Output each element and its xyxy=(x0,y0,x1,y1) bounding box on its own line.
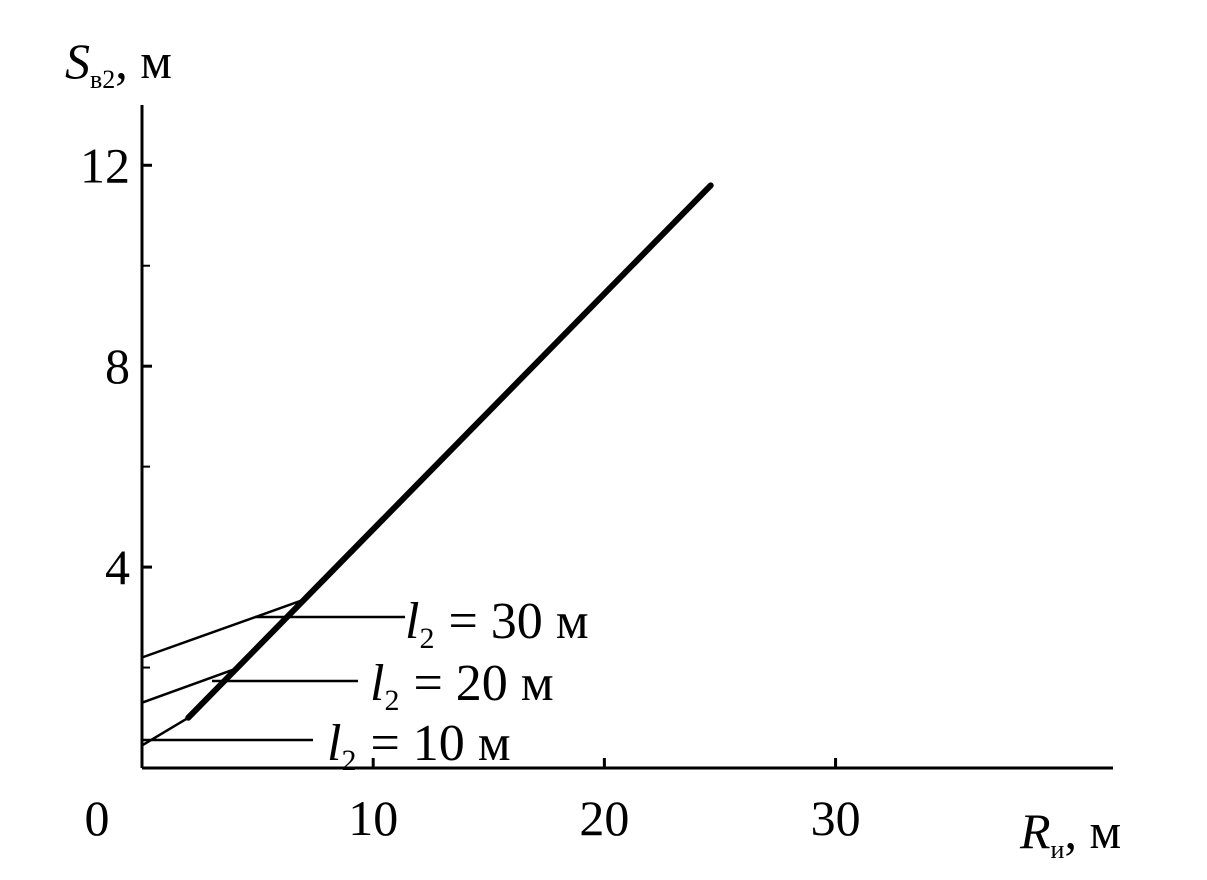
data-line xyxy=(140,716,190,747)
axis-subscript: и xyxy=(1051,835,1065,864)
axis-symbol: R xyxy=(1019,803,1051,859)
data-line xyxy=(140,666,241,704)
annotation: l2 = 20 м xyxy=(370,655,554,717)
y-tick-label: 8 xyxy=(105,338,130,394)
data-line xyxy=(140,598,306,659)
annotation-text: = 30 м xyxy=(448,593,588,650)
x-tick-label: 20 xyxy=(579,790,629,846)
y-tick-label: 12 xyxy=(80,137,130,193)
axis-subscript: в2 xyxy=(90,65,115,94)
annotation-subscript: 2 xyxy=(384,684,399,717)
annotation-subscript: 2 xyxy=(341,744,356,777)
axis-unit: , м xyxy=(1064,803,1121,859)
annotation-subscript: 2 xyxy=(419,622,434,655)
data-line xyxy=(185,182,714,721)
x-tick-label: 0 xyxy=(85,790,110,846)
annotation: l2 = 10 м xyxy=(327,715,511,777)
axis-unit: , м xyxy=(115,33,172,89)
x-axis-label: Rи, м xyxy=(1019,803,1121,864)
axis-symbol: S xyxy=(65,33,90,89)
y-axis-label: Sв2, м xyxy=(65,33,172,94)
annotation-text: = 20 м xyxy=(413,655,553,712)
annotation-text: = 10 м xyxy=(370,715,510,772)
annotation-symbol: l xyxy=(405,593,419,650)
annotation-symbol: l xyxy=(370,655,384,712)
x-tick-label: 30 xyxy=(811,790,861,846)
annotation: l2 = 30 м xyxy=(405,593,589,655)
y-tick-label: 4 xyxy=(105,539,130,595)
x-tick-label: 10 xyxy=(348,790,398,846)
annotation-symbol: l xyxy=(327,715,341,772)
